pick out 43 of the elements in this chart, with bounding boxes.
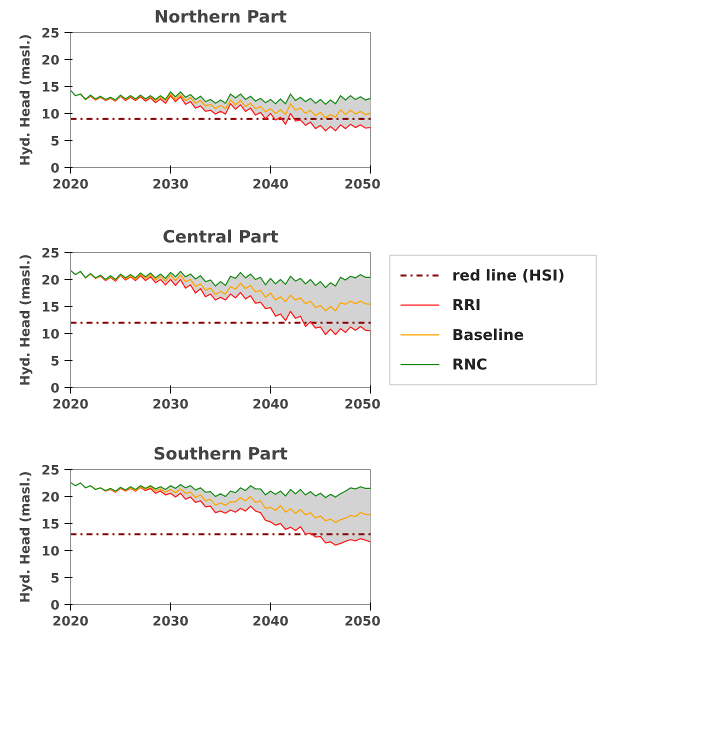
line-series: [70, 270, 370, 288]
line-series: [70, 482, 370, 498]
y-tick-label: 0: [50, 598, 60, 614]
legend-label: red line (HSI): [452, 266, 565, 284]
y-tick-label: 15: [41, 300, 60, 316]
x-tick-label: 2040: [252, 614, 289, 630]
chart-title: Central Part: [162, 228, 278, 248]
y-axis-title: Hyd. Head (masl.): [18, 471, 34, 603]
x-tick-label: 2020: [52, 178, 89, 192]
x-tick-label: 2030: [152, 178, 189, 192]
y-tick-label: 5: [50, 134, 60, 150]
y-tick-label: 0: [50, 162, 60, 176]
y-tick-label: 0: [50, 382, 60, 396]
x-tick-label: 2050: [344, 178, 381, 192]
y-tick-label: 25: [41, 464, 60, 478]
y-tick-label: 20: [41, 54, 60, 68]
y-tick-label: 5: [50, 572, 60, 586]
x-tick-label: 2020: [52, 614, 89, 630]
y-tick-label: 20: [41, 490, 60, 506]
chart-title: Southern Part: [153, 444, 288, 464]
y-tick-label: 25: [41, 26, 60, 42]
y-tick-label: 15: [41, 80, 60, 96]
line-series: [70, 90, 370, 105]
legend-label: Baseline: [452, 326, 524, 344]
y-tick-label: 5: [50, 354, 60, 370]
x-tick-label: 2040: [252, 398, 289, 412]
x-tick-label: 2040: [252, 178, 289, 192]
x-tick-label: 2050: [344, 614, 381, 630]
y-tick-label: 10: [41, 544, 60, 560]
x-tick-label: 2020: [52, 398, 89, 412]
y-tick-label: 15: [41, 518, 60, 532]
x-tick-label: 2030: [152, 614, 189, 630]
y-tick-label: 10: [41, 328, 60, 342]
legend-label: RRI: [452, 296, 481, 314]
chart-title: Northern Part: [154, 8, 287, 28]
legend-label: RNC: [452, 356, 488, 374]
y-tick-label: 10: [41, 108, 60, 122]
x-tick-label: 2030: [152, 398, 189, 412]
y-tick-label: 25: [41, 246, 60, 262]
y-axis-title: Hyd. Head (masl.): [18, 34, 34, 166]
y-tick-label: 20: [41, 274, 60, 288]
y-axis-title: Hyd. Head (masl.): [18, 254, 34, 386]
x-tick-label: 2050: [344, 398, 381, 412]
